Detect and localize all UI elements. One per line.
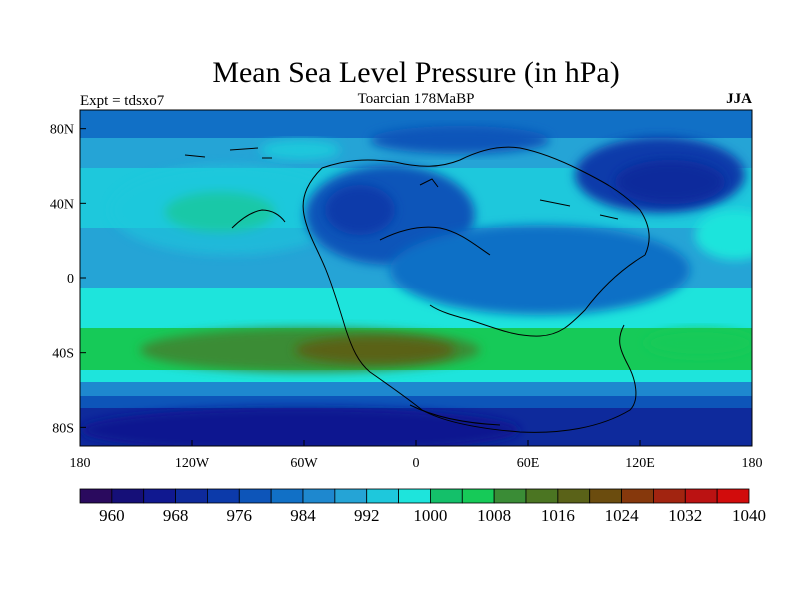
experiment-label: Expt = tdsxo7 (80, 93, 165, 109)
chart-title: Mean Sea Level Pressure (in hPa) (212, 56, 619, 89)
continental-low-core (325, 185, 395, 235)
colorbar-box (525, 488, 559, 504)
colorbar-box (302, 488, 336, 504)
y-tick-label: 40N (50, 197, 74, 212)
colorbar-label: 976 (227, 506, 253, 525)
pacific-cyan-tongue (110, 165, 350, 255)
pacific-arc (231, 209, 286, 229)
colorbar-box (366, 488, 399, 504)
colorbar-label: 1032 (668, 506, 702, 525)
y-tick-label: 40S (52, 347, 74, 362)
colorbar-label: 1016 (541, 506, 575, 525)
colorbar-label: 984 (290, 506, 316, 525)
colorbar-box (398, 488, 431, 504)
colorbar-box (207, 488, 240, 504)
colorbar-box (238, 488, 272, 504)
colorbar-box (716, 488, 750, 504)
colorbar-box (621, 488, 654, 504)
period-label: Toarcian 178MaBP (358, 91, 475, 107)
colorbar-label: 1000 (413, 506, 447, 525)
x-tick-label: 180 (742, 456, 763, 471)
siberian-low-core (615, 160, 725, 204)
arctic-cyan-patch (260, 140, 340, 160)
colorbar-box (493, 488, 527, 504)
colorbar-box (79, 488, 113, 504)
colorbar (79, 488, 750, 504)
season-label: JJA (726, 91, 752, 107)
east-cyan-zone (695, 210, 752, 260)
pressure-field (80, 110, 752, 446)
southern-margin (409, 404, 501, 426)
x-tick-label: 120E (625, 456, 655, 471)
x-tick-label: 180 (70, 456, 91, 471)
colorbar-label: 960 (99, 506, 125, 525)
arctic-blue-patch (370, 126, 550, 154)
x-tick-label: 60E (517, 456, 540, 471)
colorbar-box (589, 488, 622, 504)
indian-green-patch (645, 329, 752, 357)
colorbar-labels: 960 968 976 984 992 1000 1008 1016 1024 1032 1040 (99, 506, 766, 525)
colorbar-label: 992 (354, 506, 380, 525)
band-southern-ocean-1 (80, 382, 752, 396)
pangea-west-coast (302, 167, 637, 433)
colorbar-label: 1040 (732, 506, 766, 525)
colorbar-box (270, 488, 304, 504)
colorbar-box (111, 488, 145, 504)
colorbar-label: 1008 (477, 506, 511, 525)
colorbar-box (557, 488, 591, 504)
tethys-inner (379, 226, 491, 256)
x-tick-label: 120W (175, 456, 210, 471)
continental-low-east (390, 225, 690, 315)
colorbar-label: 1024 (605, 506, 640, 525)
colorbar-box (334, 488, 368, 504)
colorbar-box (684, 488, 718, 504)
y-tick-label: 80S (52, 421, 74, 436)
band-south-transition (80, 370, 752, 382)
x-tick-label: 60W (290, 456, 318, 471)
colorbar-box (653, 488, 686, 504)
colorbar-box (175, 488, 208, 504)
colorbar-box (461, 488, 495, 504)
y-tick-label: 80N (50, 123, 74, 138)
colorbar-label: 968 (163, 506, 189, 525)
pangea-north-coast (321, 146, 650, 256)
tethys-coast (429, 254, 646, 337)
map-axes: 180 120W 60W 0 60E 120E 180 80N 40N 0 40S 80S (50, 123, 763, 471)
antarctic-deep-low (80, 408, 520, 446)
x-tick-label: 0 (413, 456, 420, 471)
band-southern-ocean-2 (80, 396, 752, 408)
coastlines (184, 146, 650, 433)
colorbar-box (143, 488, 176, 504)
south-olive-core (295, 336, 455, 364)
arctic-islands (184, 147, 619, 220)
colorbar-box (430, 488, 463, 504)
y-tick-label: 0 (67, 272, 74, 287)
